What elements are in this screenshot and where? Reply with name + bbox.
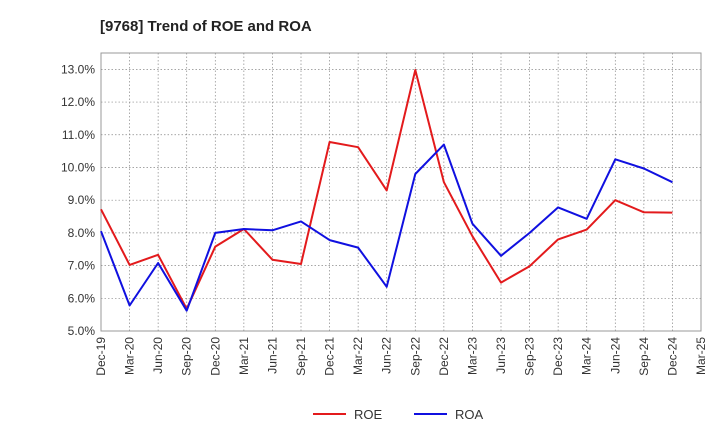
x-tick-label: Dec-21 — [323, 337, 337, 376]
legend-label-roa: ROA — [455, 407, 484, 422]
y-tick-label: 10.0% — [61, 160, 95, 174]
series-line-roa — [100, 143, 673, 312]
y-tick-label: 8.0% — [68, 226, 96, 240]
x-tick-label: Jun-22 — [380, 337, 394, 374]
x-axis-ticks: Dec-19 Mar-20 Jun-20 Sep-20 Dec-20 Mar-21 Jun-… — [94, 337, 708, 376]
x-tick-label: Jun-21 — [265, 337, 279, 374]
x-tick-label: Sep-23 — [523, 337, 537, 376]
x-tick-label: Mar-24 — [580, 337, 594, 375]
x-tick-label: Dec-23 — [551, 337, 565, 376]
y-tick-label: 6.0% — [68, 291, 96, 305]
x-tick-label: Sep-21 — [294, 337, 308, 376]
y-tick-label: 9.0% — [68, 193, 96, 207]
x-tick-label: Dec-24 — [665, 337, 679, 376]
y-tick-label: 11.0% — [62, 128, 95, 142]
plot-area — [100, 52, 702, 332]
x-tick-label: Dec-20 — [208, 337, 222, 376]
x-tick-label: Jun-24 — [608, 337, 622, 374]
y-axis-ticks: 5.0% 6.0% 7.0% 8.0% 9.0% 10.0% 11.0% 12.0% 13.0% — [61, 62, 95, 338]
x-tick-label: Sep-24 — [637, 337, 651, 376]
x-tick-label: Mar-22 — [351, 337, 365, 375]
series-lines — [100, 69, 673, 312]
y-tick-label: 12.0% — [61, 95, 95, 109]
x-tick-label: Mar-23 — [465, 337, 479, 375]
legend-label-roe: ROE — [354, 407, 383, 422]
legend: ROE ROA — [313, 407, 484, 422]
y-tick-label: 13.0% — [61, 62, 95, 76]
series-line-roe — [100, 69, 673, 310]
x-tick-label: Jun-20 — [151, 337, 165, 374]
x-tick-label: Sep-20 — [180, 337, 194, 376]
x-tick-label: Mar-25 — [694, 337, 708, 375]
y-tick-label: 5.0% — [68, 324, 96, 338]
y-tick-label: 7.0% — [68, 259, 96, 273]
grid-lines — [101, 53, 701, 331]
x-tick-label: Mar-21 — [237, 337, 251, 375]
x-tick-label: Sep-22 — [408, 337, 422, 376]
x-tick-label: Dec-22 — [437, 337, 451, 376]
x-tick-label: Mar-20 — [123, 337, 137, 375]
x-tick-label: Jun-23 — [494, 337, 508, 374]
chart-title: [9768] Trend of ROE and ROA — [100, 18, 312, 35]
x-tick-label: Dec-19 — [94, 337, 108, 376]
